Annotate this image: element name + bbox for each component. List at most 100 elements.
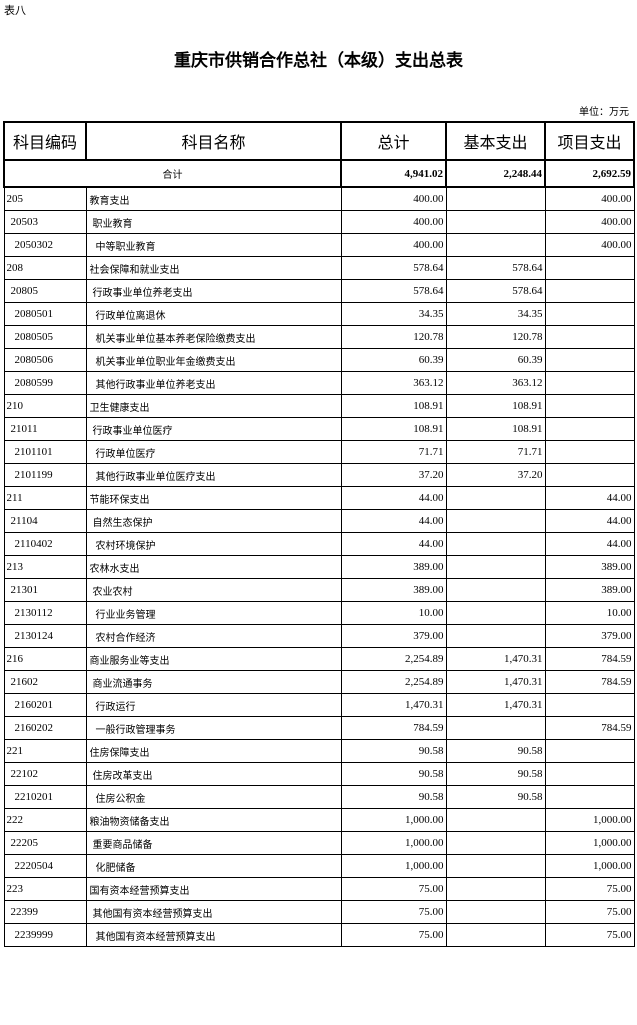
cell-project: 75.00 xyxy=(544,877,635,901)
cell-project: 784.59 xyxy=(544,670,635,694)
cell-code: 223 xyxy=(3,877,87,901)
cell-basic: 578.64 xyxy=(445,256,546,280)
cell-project: 784.59 xyxy=(544,647,635,671)
cell-code: 205 xyxy=(3,186,87,211)
cell-code: 20503 xyxy=(3,210,87,234)
cell-name: 行业业务管理 xyxy=(85,601,342,625)
table-row: 2101199 其他行政事业单位医疗支出 37.20 37.20 xyxy=(3,463,635,487)
table-row: 2080506 机关事业单位职业年金缴费支出 60.39 60.39 xyxy=(3,348,635,372)
table-row: 222 粮油物资储备支出 1,000.00 1,000.00 xyxy=(3,808,635,832)
cell-code: 2080506 xyxy=(3,348,87,372)
cell-total: 108.91 xyxy=(340,394,447,418)
cell-total: 1,000.00 xyxy=(340,831,447,855)
cell-code: 22102 xyxy=(3,762,87,786)
cell-code: 21104 xyxy=(3,509,87,533)
table-row: 21301 农业农村 389.00 389.00 xyxy=(3,578,635,602)
table-row: 2110402 农村环境保护 44.00 44.00 xyxy=(3,532,635,556)
cell-name: 职业教育 xyxy=(85,210,342,234)
cell-project: 379.00 xyxy=(544,624,635,648)
table-row: 20503 职业教育 400.00 400.00 xyxy=(3,210,635,234)
cell-basic xyxy=(445,624,546,648)
cell-total: 1,000.00 xyxy=(340,808,447,832)
cell-total: 1,470.31 xyxy=(340,693,447,717)
cell-code: 20805 xyxy=(3,279,87,303)
cell-project xyxy=(544,394,635,418)
table-row: 213 农林水支出 389.00 389.00 xyxy=(3,555,635,579)
cell-code: 2210201 xyxy=(3,785,87,809)
cell-basic xyxy=(445,486,546,510)
table-row: 22399 其他国有资本经营预算支出 75.00 75.00 xyxy=(3,900,635,924)
cell-total: 90.58 xyxy=(340,785,447,809)
cell-basic xyxy=(445,186,546,211)
cell-total: 2,254.89 xyxy=(340,670,447,694)
cell-total: 400.00 xyxy=(340,186,447,211)
cell-basic: 71.71 xyxy=(445,440,546,464)
cell-name: 农林水支出 xyxy=(85,555,342,579)
cell-project: 400.00 xyxy=(544,186,635,211)
cell-total: 120.78 xyxy=(340,325,447,349)
cell-project: 784.59 xyxy=(544,716,635,740)
cell-basic xyxy=(445,831,546,855)
cell-project: 400.00 xyxy=(544,210,635,234)
cell-total: 90.58 xyxy=(340,762,447,786)
cell-name: 其他行政事业单位医疗支出 xyxy=(85,463,342,487)
cell-name: 化肥储备 xyxy=(85,854,342,878)
cell-basic: 37.20 xyxy=(445,463,546,487)
table-row: 20805 行政事业单位养老支出 578.64 578.64 xyxy=(3,279,635,303)
table-row: 221 住房保障支出 90.58 90.58 xyxy=(3,739,635,763)
cell-code: 2160201 xyxy=(3,693,87,717)
cell-basic: 1,470.31 xyxy=(445,670,546,694)
cell-name: 农村环境保护 xyxy=(85,532,342,556)
cell-total: 44.00 xyxy=(340,509,447,533)
table-row: 21602 商业流通事务 2,254.89 1,470.31 784.59 xyxy=(3,670,635,694)
cell-code: 21301 xyxy=(3,578,87,602)
cell-total: 1,000.00 xyxy=(340,854,447,878)
cell-code: 22399 xyxy=(3,900,87,924)
cell-project: 44.00 xyxy=(544,509,635,533)
cell-project: 44.00 xyxy=(544,532,635,556)
cell-code: 211 xyxy=(3,486,87,510)
cell-code: 21602 xyxy=(3,670,87,694)
unit-label: 单位：万元 xyxy=(579,107,629,118)
cell-name: 行政事业单位医疗 xyxy=(85,417,342,441)
table-row: 2101101 行政单位医疗 71.71 71.71 xyxy=(3,440,635,464)
cell-name: 自然生态保护 xyxy=(85,509,342,533)
cell-code: 2110402 xyxy=(3,532,87,556)
cell-project xyxy=(544,325,635,349)
cell-total: 578.64 xyxy=(340,279,447,303)
cell-name: 机关事业单位基本养老保险缴费支出 xyxy=(85,325,342,349)
cell-total: 784.59 xyxy=(340,716,447,740)
cell-name: 中等职业教育 xyxy=(85,233,342,257)
cell-basic xyxy=(445,877,546,901)
cell-project: 400.00 xyxy=(544,233,635,257)
cell-name: 商业流通事务 xyxy=(85,670,342,694)
cell-project xyxy=(544,762,635,786)
cell-code: 22205 xyxy=(3,831,87,855)
table-row: 2160202 一般行政管理事务 784.59 784.59 xyxy=(3,716,635,740)
table-number: 表八 xyxy=(4,4,26,17)
table-row: 2080599 其他行政事业单位养老支出 363.12 363.12 xyxy=(3,371,635,395)
cell-total: 90.58 xyxy=(340,739,447,763)
cell-total: 75.00 xyxy=(340,877,447,901)
cell-code: 2080599 xyxy=(3,371,87,395)
table-row: 2220504 化肥储备 1,000.00 1,000.00 xyxy=(3,854,635,878)
cell-basic xyxy=(445,555,546,579)
page-title: 重庆市供销合作总社（本级）支出总表 xyxy=(174,51,463,71)
cell-project: 1,000.00 xyxy=(544,808,635,832)
cell-project: 1,000.00 xyxy=(544,831,635,855)
cell-basic: 120.78 xyxy=(445,325,546,349)
cell-name: 卫生健康支出 xyxy=(85,394,342,418)
cell-code: 2101199 xyxy=(3,463,87,487)
cell-total: 10.00 xyxy=(340,601,447,625)
cell-project xyxy=(544,371,635,395)
cell-basic xyxy=(445,233,546,257)
cell-basic: 108.91 xyxy=(445,417,546,441)
table-row: 223 国有资本经营预算支出 75.00 75.00 xyxy=(3,877,635,901)
cell-name: 其他国有资本经营预算支出 xyxy=(85,900,342,924)
cell-name: 一般行政管理事务 xyxy=(85,716,342,740)
cell-basic: 60.39 xyxy=(445,348,546,372)
cell-basic: 578.64 xyxy=(445,279,546,303)
table-row: 216 商业服务业等支出 2,254.89 1,470.31 784.59 xyxy=(3,647,635,671)
expenditure-table: 科目编码 科目名称 总计 基本支出 项目支出 合计 4,941.02 2,248… xyxy=(3,121,635,947)
cell-total: 44.00 xyxy=(340,532,447,556)
